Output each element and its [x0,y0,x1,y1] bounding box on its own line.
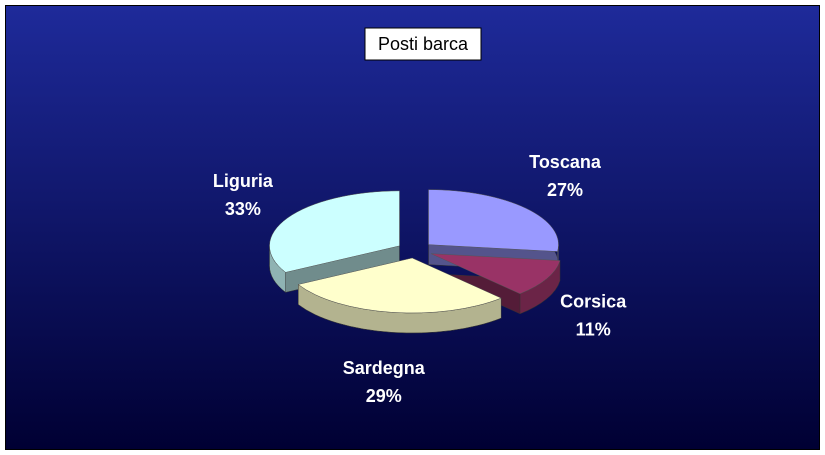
slice [428,189,559,252]
slice-tops [269,189,561,314]
slice-label: Toscana [529,152,602,172]
value-label: 33% [225,199,261,219]
slice [430,253,561,295]
value-label: 11% [576,319,611,339]
slice-label: Liguria [213,171,274,191]
slice-label: Sardegna [343,358,426,378]
pie [269,189,561,334]
slice [269,190,400,273]
value-label: 29% [366,386,402,406]
value-label: 27% [547,180,583,200]
slice-label: Corsica [560,291,627,311]
slice [297,257,502,314]
title-box [364,27,482,61]
plot-background [5,5,820,450]
chart-title: Posti barca [378,34,469,54]
